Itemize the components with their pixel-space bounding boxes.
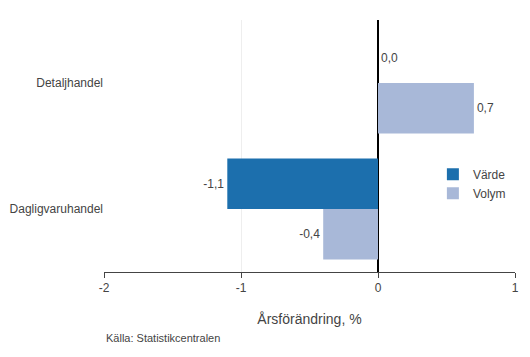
svg-text:-2: -2 [99,281,110,295]
svg-text:Värde: Värde [473,168,505,182]
svg-text:Volym: Volym [473,187,506,201]
svg-text:1: 1 [512,281,519,295]
svg-text:Årsförändring, %: Årsförändring, % [257,311,361,327]
svg-text:Dagligvaruhandel: Dagligvaruhandel [10,202,103,216]
svg-text:-1,1: -1,1 [203,177,224,191]
svg-text:0: 0 [375,281,382,295]
svg-text:Källa: Statistikcentralen: Källa: Statistikcentralen [106,332,220,344]
svg-text:0,0: 0,0 [381,51,398,65]
svg-text:-1: -1 [236,281,247,295]
svg-text:-0,4: -0,4 [299,227,320,241]
svg-text:0,7: 0,7 [477,101,494,115]
svg-text:Detaljhandel: Detaljhandel [36,76,103,90]
